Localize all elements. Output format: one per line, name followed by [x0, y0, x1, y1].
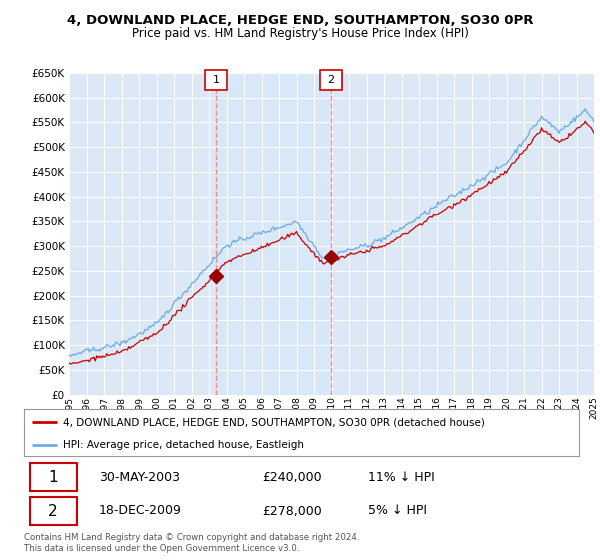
Text: 4, DOWNLAND PLACE, HEDGE END, SOUTHAMPTON, SO30 0PR (detached house): 4, DOWNLAND PLACE, HEDGE END, SOUTHAMPTO…: [63, 417, 485, 427]
Text: 1: 1: [49, 470, 58, 485]
Text: 1: 1: [212, 75, 220, 85]
Text: 2: 2: [49, 503, 58, 519]
FancyBboxPatch shape: [29, 464, 77, 492]
Text: 30-MAY-2003: 30-MAY-2003: [99, 471, 180, 484]
Text: HPI: Average price, detached house, Eastleigh: HPI: Average price, detached house, East…: [63, 440, 304, 450]
Text: 11% ↓ HPI: 11% ↓ HPI: [368, 471, 435, 484]
Text: 18-DEC-2009: 18-DEC-2009: [99, 505, 182, 517]
Bar: [216, 73, 331, 395]
Text: £240,000: £240,000: [263, 471, 322, 484]
Text: Contains HM Land Registry data © Crown copyright and database right 2024.
This d: Contains HM Land Registry data © Crown c…: [24, 533, 359, 553]
Text: 2: 2: [327, 75, 334, 85]
Text: £278,000: £278,000: [263, 505, 322, 517]
FancyBboxPatch shape: [29, 497, 77, 525]
Text: 4, DOWNLAND PLACE, HEDGE END, SOUTHAMPTON, SO30 0PR: 4, DOWNLAND PLACE, HEDGE END, SOUTHAMPTO…: [67, 14, 533, 27]
Text: 5% ↓ HPI: 5% ↓ HPI: [368, 505, 427, 517]
Text: Price paid vs. HM Land Registry's House Price Index (HPI): Price paid vs. HM Land Registry's House …: [131, 27, 469, 40]
